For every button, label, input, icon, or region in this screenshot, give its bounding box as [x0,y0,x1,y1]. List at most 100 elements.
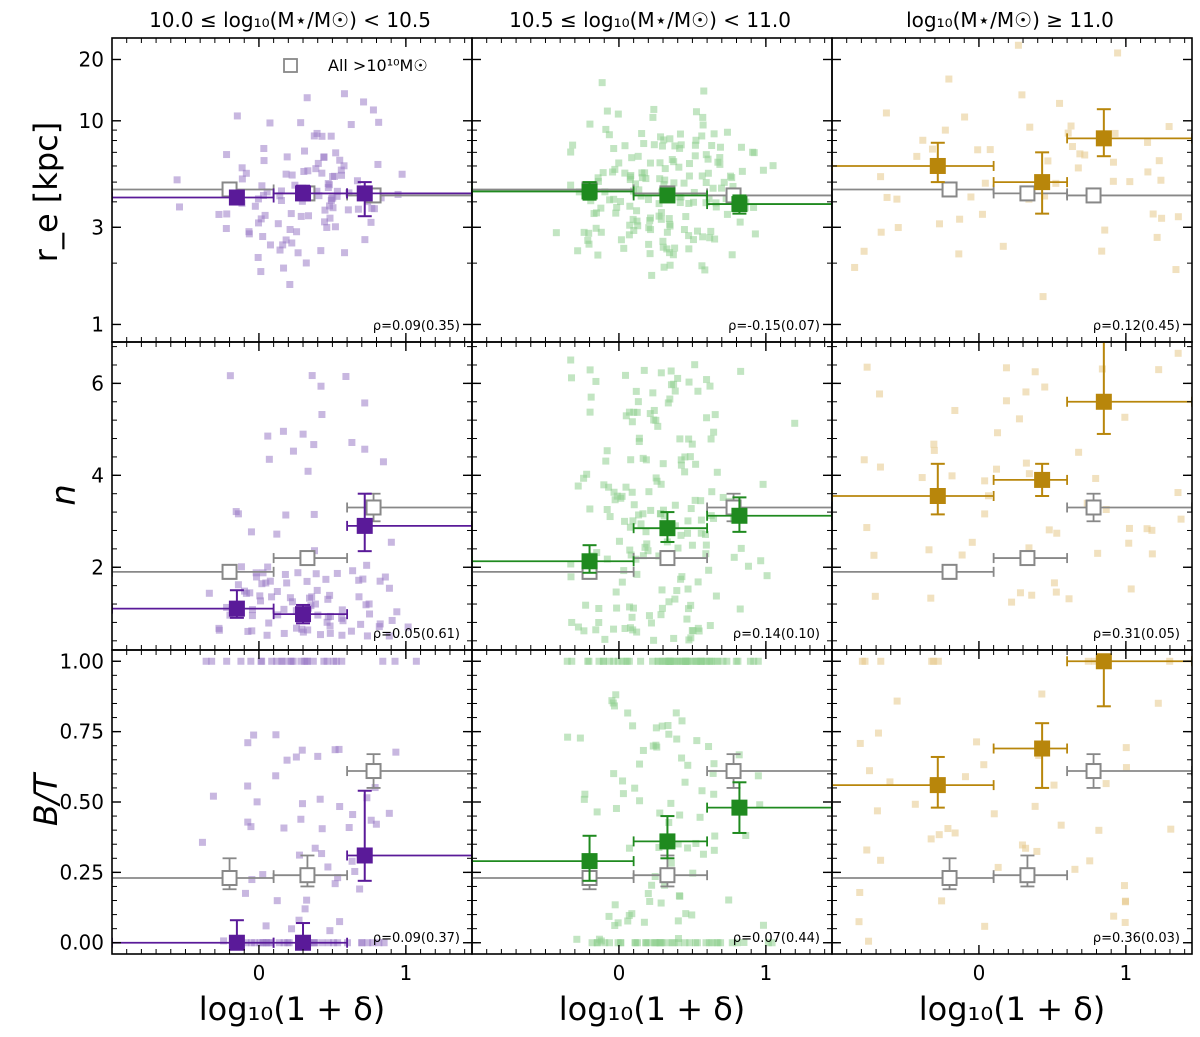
scatter-point [719,493,727,501]
scatter-point [730,553,738,561]
scatter-point [257,268,265,276]
scatter-point [1127,585,1135,593]
scatter-point [380,939,388,947]
panel-bt-low: 0.00 0.25 0.50 0.75 1.00 0 1 ρ=0.09(0.37) [59,649,473,985]
scatter-point [1157,176,1165,184]
scatter-point [1008,598,1016,606]
scatter-point [388,616,396,624]
bin-marker [1095,130,1112,147]
scatter-point [1071,865,1079,873]
scatter-point [266,119,274,127]
scatter-point [625,911,633,919]
scatter-point [651,873,659,881]
scatter-point [961,773,969,781]
scatter-point [951,406,959,414]
scatter-point [580,627,588,635]
scatter-point [1121,413,1129,421]
scatter-point [1167,825,1175,833]
scatter-point [286,280,294,288]
panel-plot-area [472,356,832,644]
scatter-point [678,754,686,762]
panel-frame [831,649,1193,955]
scatter-point [175,203,183,211]
scatter-point [324,595,332,603]
scatter-point [712,199,720,207]
scatter-point [1067,122,1075,130]
scatter-point [393,608,401,616]
scatter-point [313,129,321,137]
scatter-point [655,843,663,851]
scatter-point [273,897,281,905]
bin-marker [1034,471,1051,488]
scatter-point [332,149,340,157]
scatter-point [258,580,266,588]
scatter-point [586,408,594,416]
scatter-point [349,567,357,575]
scatter-point [699,233,707,241]
scatter-point [647,214,655,222]
scatter-point [705,195,713,203]
scatter-point [248,612,256,620]
scatter-point [613,604,621,612]
scatter-point [1018,91,1026,99]
scatter-point [287,210,295,218]
scatter-point [756,801,764,809]
scatter-point [687,634,695,642]
scatter-point [622,371,630,379]
scatter-point [280,824,288,832]
column-title-high: log₁₀(M⋆/M☉) ≥ 11.0 [906,8,1114,32]
scatter-point [582,601,590,609]
scatter-point [340,162,348,170]
scatter-point [638,174,646,182]
all-marker [941,870,958,886]
scatter-point [994,429,1002,437]
scatter-point [240,587,248,595]
bin-marker [228,189,245,206]
bin-marker [356,847,373,864]
panel-plot-area [832,653,1192,945]
scatter-point [681,468,689,476]
scatter-point [1172,266,1180,274]
scatter-point [1045,526,1053,534]
scatter-point [318,169,326,177]
scatter-point [1033,847,1041,855]
scatter-point [685,160,693,168]
scatter-point [684,517,692,525]
scatter-point [310,510,318,518]
scatter-point [1174,349,1182,357]
scatter-point [948,472,956,480]
scatter-point [610,702,618,710]
scatter-point [705,939,713,947]
scatter-point [630,408,638,416]
scatter-point [671,387,679,395]
scatter-point [637,657,645,665]
scatter-point [726,172,734,180]
scatter-point [363,794,371,802]
scatter-point [318,132,326,140]
scatter-point [684,529,692,537]
all-marker [299,867,316,884]
scatter-point [691,496,699,504]
scatter-point [385,584,393,592]
scatter-point [288,239,296,247]
scatter-point [612,209,620,217]
scatter-point [697,497,705,505]
all-marker [1019,867,1036,884]
scatter-point [677,531,685,539]
scatter-point [690,198,698,206]
scatter-point [302,259,310,267]
scatter-point [252,569,260,577]
scatter-point [313,586,321,594]
scatter-point [323,618,331,626]
scatter-point [264,563,272,571]
scatter-point [244,627,252,635]
scatter-point [633,408,641,416]
scatter-point [1041,383,1049,391]
scatter-point [312,570,320,578]
scatter-point [677,193,685,201]
scatter-point [602,457,610,465]
scatter-point [610,488,618,496]
scatter-point [318,411,326,419]
x-tick-label: 0 [253,961,266,985]
